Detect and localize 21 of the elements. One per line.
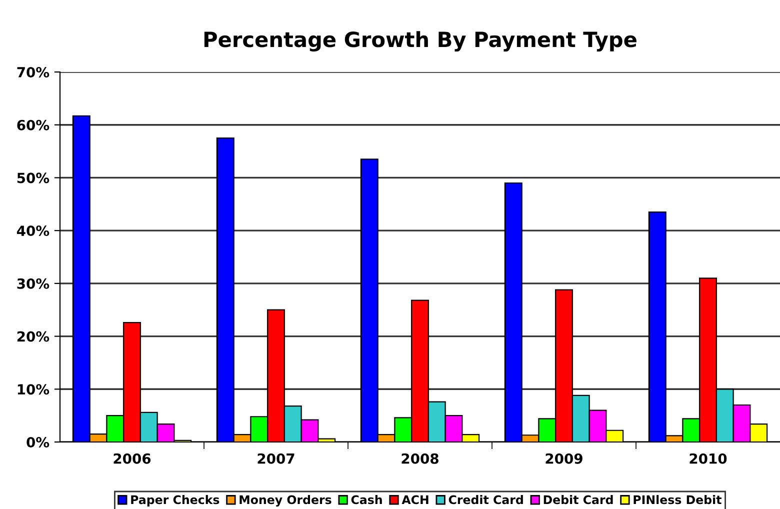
y-tick-label: 20%	[17, 331, 50, 342]
legend-label: Debit Card	[544, 495, 613, 504]
y-tick-label: 60%	[17, 120, 50, 130]
y-tick-label: 70%	[17, 66, 50, 78]
legend-label: Cash	[351, 495, 382, 504]
y-tick-label: 50%	[17, 172, 50, 184]
x-tick-label: 2007	[258, 453, 294, 464]
y-tick-label: 40%	[16, 226, 50, 236]
y-tick-label: 30%	[17, 278, 50, 289]
x-tick-label: 2008	[402, 453, 438, 464]
legend-label: Paper Checks	[131, 495, 220, 506]
y-tick-label: 0%	[26, 436, 50, 448]
chart-title: Percentage Growth By Payment Type	[204, 31, 636, 52]
legend-label: Money Orders	[240, 495, 332, 507]
legend-label: PINless Debit	[634, 495, 722, 504]
x-tick-label: 2010	[690, 453, 727, 464]
legend-label: Credit Card	[448, 495, 523, 504]
legend-label: ACH	[402, 495, 428, 504]
y-tick-label: 10%	[18, 384, 50, 395]
x-tick-label: 2009	[546, 453, 582, 464]
x-tick-label: 2006	[114, 453, 151, 464]
